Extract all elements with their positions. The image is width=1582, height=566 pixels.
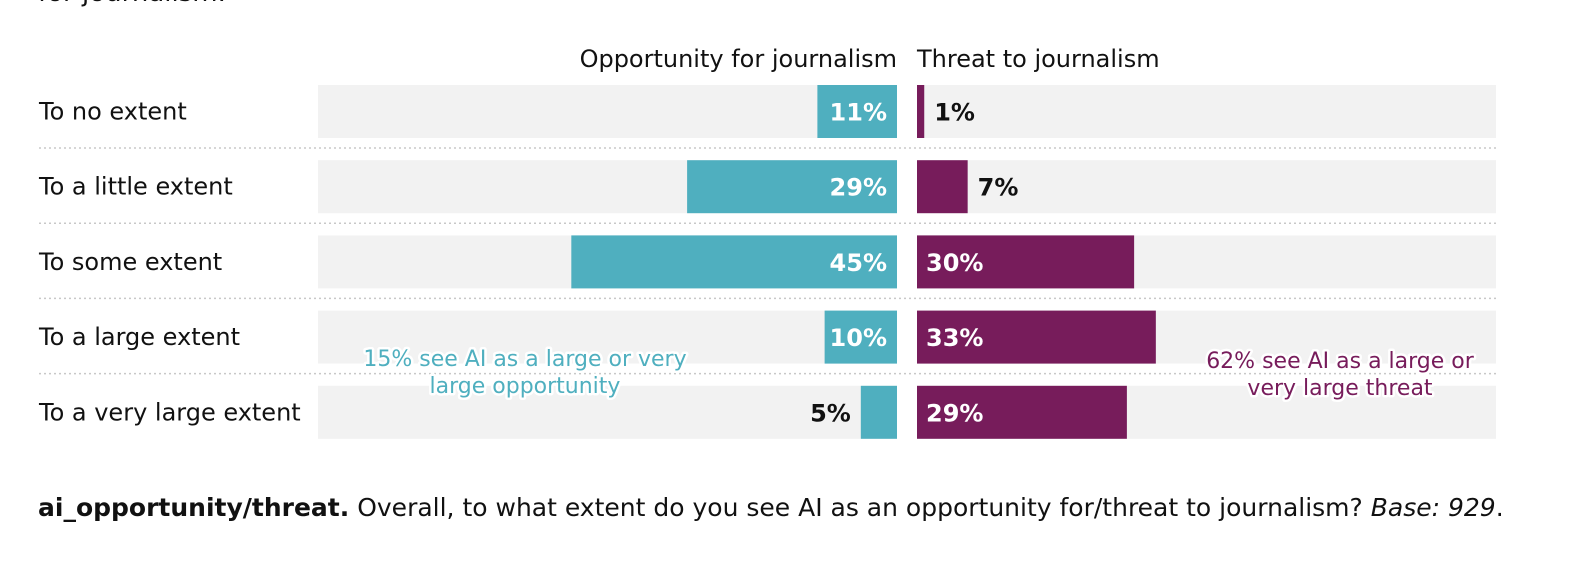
- value-label-threat-to-a-large-extent: 33%: [926, 324, 983, 352]
- caption-base: Base: 929: [1370, 493, 1496, 522]
- chart-caption: ai_opportunity/threat. Overall, to what …: [38, 493, 1538, 522]
- category-label-to-no-extent: To no extent: [38, 98, 187, 126]
- bar-threat-to-a-little-extent: [917, 160, 968, 214]
- bar-opportunity-to-a-little-extent: [687, 160, 897, 214]
- value-label-threat-to-a-very-large-extent: 29%: [926, 399, 983, 427]
- annotation-line: large opportunity: [430, 374, 621, 399]
- track-opportunity-to-a-large-extent: [318, 310, 897, 364]
- bar-opportunity-to-some-extent: [571, 235, 897, 289]
- bar-threat-to-no-extent: [917, 85, 925, 138]
- header-threat-to-journalism: Threat to journalism: [916, 45, 1160, 73]
- annotation-line: 15% see AI as a large or very: [363, 347, 686, 372]
- header-opportunity-for-journalism: Opportunity for journalism: [580, 45, 897, 73]
- bar-threat-to-a-very-large-extent: [917, 385, 1127, 439]
- bar-opportunity-to-a-very-large-extent: [860, 385, 897, 439]
- value-label-opportunity-to-a-little-extent: 29%: [830, 174, 887, 202]
- track-opportunity-to-no-extent: [318, 85, 897, 138]
- annotation-line: 62% see AI as a large or: [1206, 349, 1475, 374]
- category-label-to-a-little-extent: To a little extent: [38, 173, 233, 201]
- track-threat-to-no-extent: [917, 85, 1496, 138]
- annotation-line: very large threat: [1247, 376, 1433, 401]
- track-threat-to-a-little-extent: [917, 160, 1496, 214]
- value-label-threat-to-some-extent: 30%: [926, 249, 983, 277]
- value-label-opportunity-to-a-very-large-extent: 5%: [810, 399, 851, 427]
- annotation-threat-to-journalism: 62% see AI as a large or very large threa…: [1206, 349, 1475, 401]
- bar-threat-to-some-extent: [917, 235, 1135, 289]
- annotation-opportunity-for-journalism: 15% see AI as a large or very large oppor…: [363, 347, 686, 399]
- track-opportunity-to-a-very-large-extent: [318, 385, 897, 439]
- bar-opportunity-to-no-extent: [817, 85, 897, 138]
- page-heading-fragment: for journalism.: [38, 0, 226, 8]
- value-label-threat-to-a-little-extent: 7%: [978, 174, 1019, 202]
- bar-threat-to-a-large-extent: [917, 310, 1156, 364]
- value-label-opportunity-to-some-extent: 45%: [830, 249, 887, 277]
- caption-question-id: ai_opportunity/threat.: [38, 493, 350, 522]
- value-label-opportunity-to-no-extent: 11%: [830, 99, 887, 127]
- value-label-opportunity-to-a-large-extent: 10%: [830, 324, 887, 352]
- caption-question-text: Overall, to what extent do you see AI as…: [349, 493, 1371, 522]
- caption-end: .: [1495, 493, 1504, 522]
- diverging-bar-chart: Opportunity for journalism Threat to jour…: [38, 45, 1496, 439]
- category-label-to-some-extent: To some extent: [38, 248, 222, 276]
- category-label-to-a-very-large-extent: To a very large extent: [38, 398, 301, 426]
- bar-opportunity-to-a-large-extent: [824, 310, 897, 364]
- value-label-threat-to-no-extent: 1%: [934, 99, 975, 127]
- category-label-to-a-large-extent: To a large extent: [38, 323, 240, 351]
